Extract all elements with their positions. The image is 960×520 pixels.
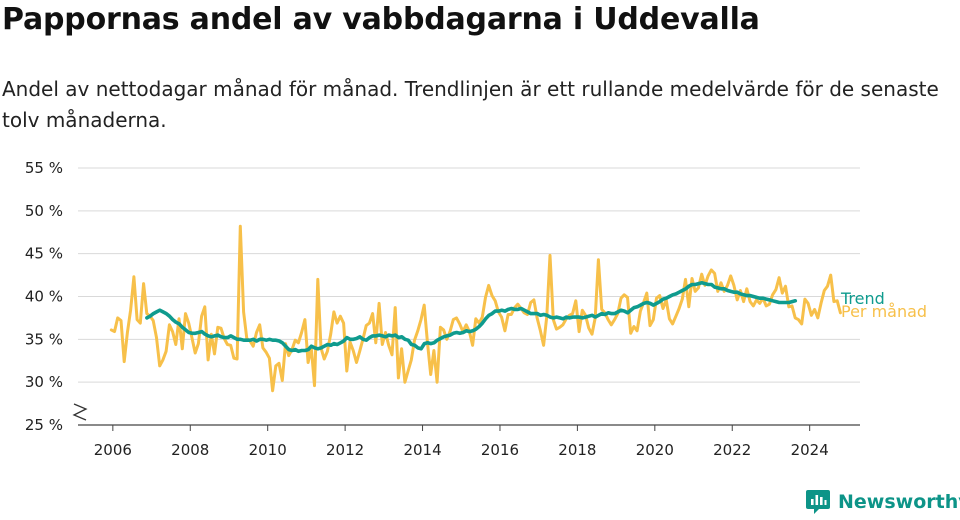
y-tick-label: 25 % [25, 416, 63, 434]
trend-line [145, 281, 798, 354]
y-tick-label: 35 % [25, 330, 63, 348]
x-tick-label: 2006 [94, 441, 132, 459]
y-tick-label: 55 % [25, 159, 63, 177]
x-tick-label: 2014 [403, 441, 441, 459]
newsworthy-logo-icon [806, 490, 830, 514]
series [109, 224, 842, 393]
gridlines [78, 167, 860, 383]
monthly-series-label: Per månad [841, 302, 927, 321]
brand-logo: Newsworthy [805, 488, 960, 516]
x-tick-label: 2020 [636, 441, 674, 459]
x-tick-label: 2024 [791, 441, 829, 459]
y-tick-label: 50 % [25, 202, 63, 220]
x-tick-label: 2008 [171, 441, 209, 459]
x-tick-label: 2022 [713, 441, 751, 459]
chart-subtitle: Andel av nettodagar månad för månad. Tre… [2, 77, 939, 132]
trend-series-label: Trend [840, 289, 885, 308]
brand-name: Newsworthy [838, 491, 960, 513]
monthly-line [109, 224, 842, 393]
y-tick-label: 30 % [25, 373, 63, 391]
axis-break-icon [72, 403, 88, 421]
chart-title: Pappornas andel av vabbdagarna i Uddeval… [2, 2, 760, 37]
y-tick-label: 40 % [25, 288, 63, 306]
x-tick-label: 2012 [326, 441, 364, 459]
x-tick-label: 2018 [558, 441, 596, 459]
axes: 25 % 30 % 35 % 40 % 45 % 50 % 55 % 2006 2008 2010… [25, 159, 860, 459]
y-tick-label: 45 % [25, 245, 63, 263]
x-tick-label: 2016 [481, 441, 519, 459]
x-tick-label: 2010 [249, 441, 287, 459]
